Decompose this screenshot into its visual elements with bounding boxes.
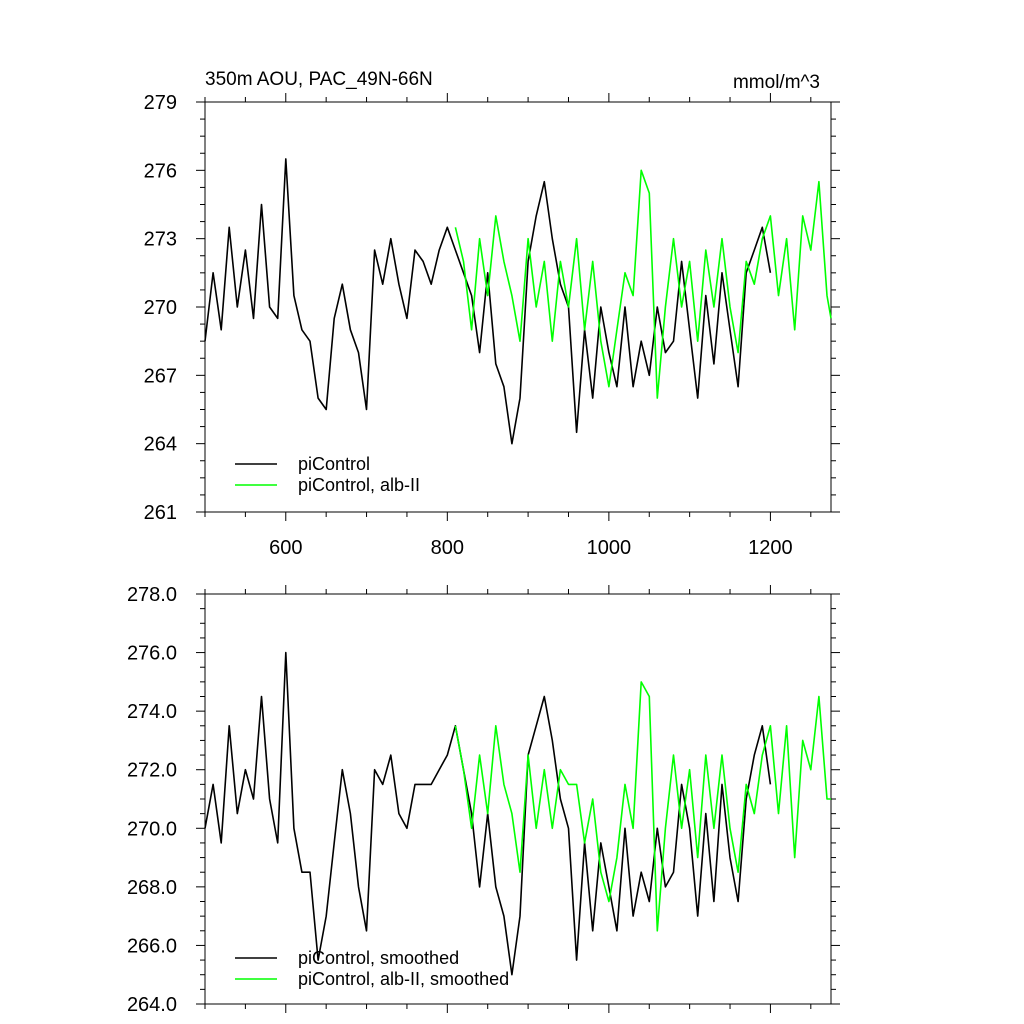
top-panel: 261 264 267 270 273 276 279 600 800 1000 1200 350m …: [144, 69, 840, 559]
y-tick-label: 264: [144, 434, 177, 456]
y-tick-label: 267: [144, 365, 177, 387]
y-tick-label: 276: [144, 160, 177, 182]
y-tick-label: 261: [144, 502, 177, 524]
bottom-panel: 264.0 266.0 268.0 270.0 272.0 274.0 276.0 278.0…: [127, 584, 840, 1016]
x-tick-label: 600: [269, 537, 302, 559]
y-tick-label: 270.0: [127, 818, 177, 840]
y-tick-label: 268.0: [127, 877, 177, 899]
y-tick-label: 278.0: [127, 584, 177, 606]
y-tick-label: 272.0: [127, 760, 177, 782]
y-tick-label: 274.0: [127, 701, 177, 723]
units-label: mmol/m^3: [733, 72, 820, 93]
chart-title: 350m AOU, PAC_49N-66N: [205, 69, 433, 90]
plot-frame: [204, 593, 832, 1005]
x-tick-label: 1200: [748, 537, 793, 559]
y-tick-label: 273: [144, 229, 177, 251]
series-line-1: [454, 169, 832, 399]
legend-entry: piControl, smoothed: [298, 948, 459, 968]
plot-frame: [204, 101, 832, 513]
legend-entry: piControl, alb-II, smoothed: [298, 969, 509, 989]
y-tick-label: 264.0: [127, 994, 177, 1016]
y-tick-label: 276.0: [127, 643, 177, 665]
y-tick-label: 279: [144, 92, 177, 114]
x-tick-label: 800: [431, 537, 464, 559]
y-tick-label: 270: [144, 297, 177, 319]
x-tick-label: 1000: [587, 537, 632, 559]
series-line-1: [454, 681, 831, 932]
legend-entry: piControl, alb-II: [298, 475, 420, 495]
series-line-0: [204, 158, 772, 445]
y-tick-label: 266.0: [127, 935, 177, 957]
legend-entry: piControl: [298, 454, 370, 474]
